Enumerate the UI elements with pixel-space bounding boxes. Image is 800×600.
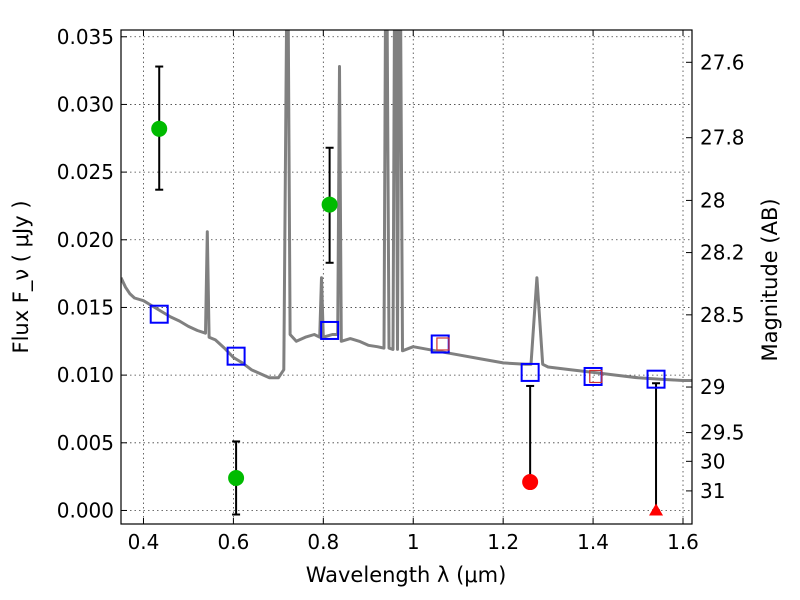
y2-tick-label: 28.5 (700, 303, 745, 327)
y2-tick-label: 28.2 (700, 241, 745, 265)
y-tick-label: 0.025 (57, 160, 114, 184)
model-flux-square (320, 320, 340, 340)
x-tick-label: 1.6 (667, 530, 699, 554)
model-flux-square-red (436, 337, 450, 351)
model-flux-square-red (589, 369, 603, 384)
x-tick-label: 1.4 (577, 530, 609, 554)
y-tick-label: 0.035 (57, 25, 114, 49)
upper-limit-triangle (649, 503, 664, 516)
y2-tick-label: 27.8 (700, 126, 745, 150)
model-flux-square (520, 362, 540, 382)
x-tick-label: 0.8 (307, 530, 339, 554)
grid-lines (121, 30, 692, 524)
y-tick-label: 0.005 (57, 431, 114, 455)
y-tick-label: 0.000 (57, 498, 114, 522)
model-flux-square (149, 304, 169, 324)
y-tick-label: 0.010 (57, 363, 114, 387)
model-flux-square (646, 369, 666, 389)
model-flux-square (226, 346, 246, 366)
y-tick-label: 0.020 (57, 228, 114, 252)
x-tick-label: 1 (407, 530, 420, 554)
y-tick-label: 0.015 (57, 295, 114, 319)
y2-tick-label: 30 (700, 449, 725, 473)
detection-point (228, 469, 245, 486)
y2-tick-label: 29 (700, 375, 725, 399)
nondetection-point (522, 474, 539, 491)
x-tick-label: 0.6 (217, 530, 249, 554)
y2-axis-label: Magnitude (AB) (758, 198, 782, 361)
x-tick-label: 0.4 (128, 530, 160, 554)
detection-point (321, 196, 338, 213)
y2-tick-label: 27.6 (700, 50, 745, 74)
detection-point (151, 120, 168, 137)
x-tick-label: 1.2 (487, 530, 519, 554)
data-layer (121, 30, 692, 516)
y-tick-label: 0.030 (57, 92, 114, 116)
axis-ticks: 0.4 0.6 0.8 1 1.2 1.4 1.6 0.000 0.005 0.010 0.015 0… (57, 25, 745, 554)
plot-background (121, 30, 692, 524)
y2-tick-label: 31 (700, 479, 725, 503)
y2-tick-label: 28 (700, 188, 725, 212)
y-axis-label: Flux F_ν ( μJy ) (9, 200, 34, 353)
y2-tick-label: 29.5 (700, 421, 745, 445)
x-axis-label: Wavelength λ (μm) (306, 563, 507, 587)
plot-frame (120, 29, 693, 525)
